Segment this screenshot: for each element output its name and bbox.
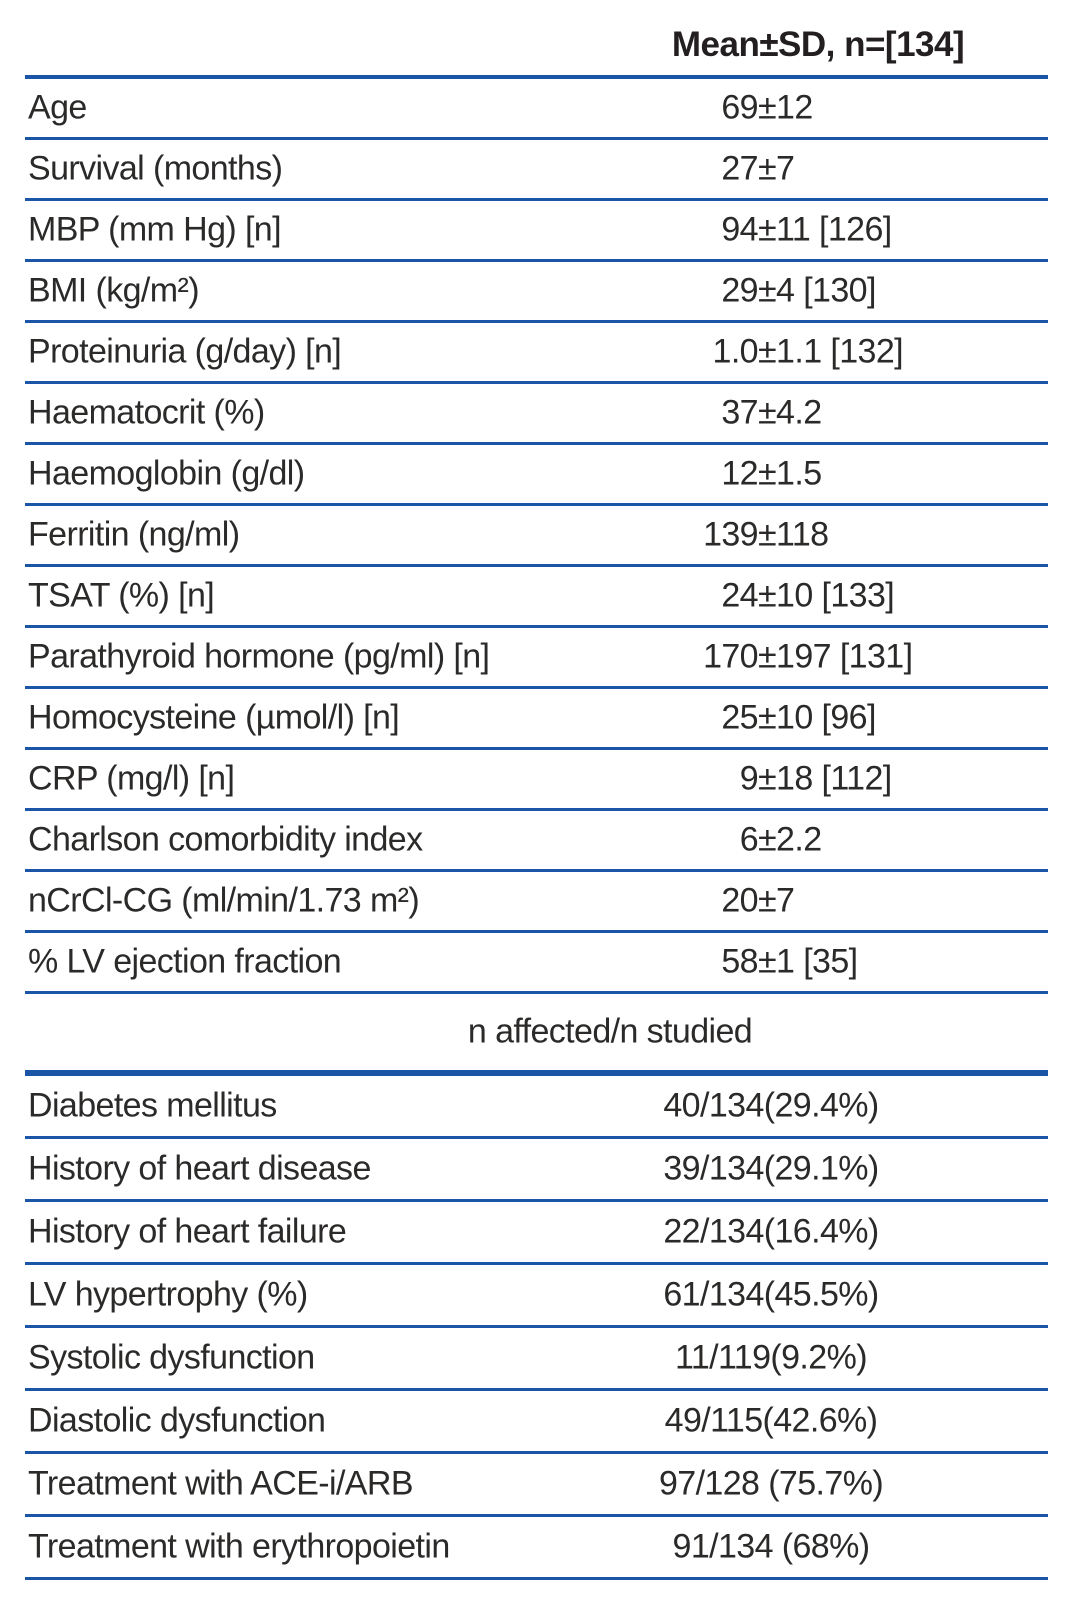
table-row: Parathyroid hormone (pg/ml) [n] 170 ±197 [… [25, 628, 1048, 689]
row-label: Diastolic dysfunction [28, 1401, 326, 1440]
row-value-sd: ±4.2 [758, 393, 822, 432]
table-row: % LV ejection fraction 58 ±1 [35] [25, 933, 1048, 994]
table-row: Haematocrit (%) 37 ±4.2 [25, 384, 1048, 445]
section-header-row: n affected/n studied [25, 994, 1048, 1076]
row-value-sd: ±7 [758, 149, 795, 188]
row-value-mean: 25 [721, 698, 758, 737]
row-value: 22/134(16.4%) [663, 1212, 879, 1251]
table-row: Ferritin (ng/ml) 139 ±118 [25, 506, 1048, 567]
row-label: History of heart disease [28, 1149, 371, 1188]
row-label: BMI (kg/m²) [28, 271, 200, 310]
row-label: Survival (months) [28, 149, 283, 188]
row-label: Proteinuria (g/day) [n] [28, 332, 342, 371]
table-row: Age 69 ±12 [25, 79, 1048, 140]
row-value-sd: ±12 [758, 88, 813, 127]
row-value-mean: 58 [721, 942, 758, 981]
row-value-sd: ±197 [131] [758, 637, 913, 676]
table-row: TSAT (%) [n] 24 ±10 [133] [25, 567, 1048, 628]
patient-characteristics-table: Mean±SD, n=[134] Age 69 ±12 Survival (month… [25, 0, 1048, 1580]
row-value-sd: ±10 [133] [758, 576, 895, 615]
table-row: Homocysteine (µmol/l) [n] 25 ±10 [96] [25, 689, 1048, 750]
row-value-mean: 6 [739, 820, 759, 859]
row-value: 40/134(29.4%) [663, 1086, 879, 1125]
table-row: Diastolic dysfunction 49/115(42.6%) [25, 1391, 1048, 1454]
value-column-header: Mean±SD, n=[134] [671, 25, 965, 64]
row-value-mean: 1.0 [712, 332, 759, 371]
row-value-mean: 27 [721, 149, 758, 188]
row-label: Haematocrit (%) [28, 393, 265, 432]
row-value-mean: 94 [721, 210, 758, 249]
row-label: % LV ejection fraction [28, 942, 342, 981]
table-row: Treatment with erythropoietin 91/134 (68%… [25, 1517, 1048, 1580]
table-row: Treatment with ACE-i/ARB 97/128 (75.7%) [25, 1454, 1048, 1517]
row-value: 61/134(45.5%) [663, 1275, 879, 1314]
row-value-mean: 9 [739, 759, 759, 798]
table-row: BMI (kg/m²) 29 ±4 [130] [25, 262, 1048, 323]
row-value-mean: 12 [721, 454, 758, 493]
row-value-sd: ±11 [126] [758, 210, 892, 249]
section-header-label: n affected/n studied [467, 1012, 753, 1051]
row-value-sd: ±4 [130] [758, 271, 876, 310]
row-label: Ferritin (ng/ml) [28, 515, 240, 554]
row-label: TSAT (%) [n] [28, 576, 215, 615]
row-value-mean: 170 [703, 637, 759, 676]
row-value-mean: 139 [703, 515, 759, 554]
table-row: History of heart disease 39/134(29.1%) [25, 1139, 1048, 1202]
row-value-mean: 29 [721, 271, 758, 310]
row-label: CRP (mg/l) [n] [28, 759, 235, 798]
table-header-row: Mean±SD, n=[134] [25, 0, 1048, 79]
row-value: 91/134 (68%) [672, 1527, 871, 1566]
table-row: Proteinuria (g/day) [n] 1.0 ±1.1 [132] [25, 323, 1048, 384]
row-value-sd: ±1.5 [758, 454, 822, 493]
table-row: History of heart failure 22/134(16.4%) [25, 1202, 1048, 1265]
row-label: Age [28, 88, 87, 127]
row-label: Diabetes mellitus [28, 1086, 277, 1125]
mean-sd-section: Age 69 ±12 Survival (months) 27 ±7 MBP (mm Hg)… [25, 79, 1048, 994]
table-row: Survival (months) 27 ±7 [25, 140, 1048, 201]
row-label: Treatment with ACE-i/ARB [28, 1464, 414, 1503]
row-value-sd: ±10 [96] [758, 698, 876, 737]
row-value: 49/115(42.6%) [664, 1401, 878, 1440]
row-value-sd: ±2.2 [758, 820, 822, 859]
table-row: nCrCl-CG (ml/min/1.73 m²) 20 ±7 [25, 872, 1048, 933]
table-row: Diabetes mellitus 40/134(29.4%) [25, 1076, 1048, 1139]
row-label: LV hypertrophy (%) [28, 1275, 308, 1314]
row-value-mean: 24 [721, 576, 758, 615]
n-affected-section: Diabetes mellitus 40/134(29.4%) History of… [25, 1076, 1048, 1580]
row-value-sd: ±18 [112] [758, 759, 892, 798]
row-value-sd: ±1 [35] [758, 942, 858, 981]
table-row: CRP (mg/l) [n] 9 ±18 [112] [25, 750, 1048, 811]
row-value-mean: 69 [721, 88, 758, 127]
row-label: Parathyroid hormone (pg/ml) [n] [28, 637, 490, 676]
row-label: Systolic dysfunction [28, 1338, 315, 1377]
table-row: Charlson comorbidity index 6 ±2.2 [25, 811, 1048, 872]
row-value: 11/119(9.2%) [675, 1338, 867, 1377]
table-row: Systolic dysfunction 11/119(9.2%) [25, 1328, 1048, 1391]
row-value: 97/128 (75.7%) [658, 1464, 884, 1503]
row-value-sd: ±1.1 [132] [758, 332, 904, 371]
row-label: MBP (mm Hg) [n] [28, 210, 282, 249]
row-value-sd: ±7 [758, 881, 795, 920]
row-label: nCrCl-CG (ml/min/1.73 m²) [28, 881, 420, 920]
row-value: 39/134(29.1%) [663, 1149, 879, 1188]
row-value-sd: ±118 [758, 515, 829, 554]
table-row: Haemoglobin (g/dl) 12 ±1.5 [25, 445, 1048, 506]
row-label: Charlson comorbidity index [28, 820, 423, 859]
row-label: Homocysteine (µmol/l) [n] [28, 698, 400, 737]
row-value-mean: 20 [721, 881, 758, 920]
table-row: LV hypertrophy (%) 61/134(45.5%) [25, 1265, 1048, 1328]
table-row: MBP (mm Hg) [n] 94 ±11 [126] [25, 201, 1048, 262]
row-label: Treatment with erythropoietin [28, 1527, 450, 1566]
row-label: Haemoglobin (g/dl) [28, 454, 305, 493]
row-value-mean: 37 [721, 393, 758, 432]
row-label: History of heart failure [28, 1212, 347, 1251]
